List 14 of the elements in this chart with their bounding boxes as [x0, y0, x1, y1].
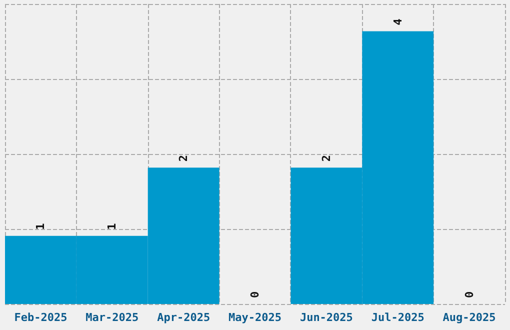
x-tick-label: Mar-2025 — [86, 311, 139, 324]
x-tick-label: May-2025 — [228, 311, 282, 324]
data-label: 4 — [391, 18, 404, 26]
data-label: 2 — [177, 155, 190, 162]
data-label: 1 — [106, 222, 119, 230]
x-tick-label: Jul-2025 — [371, 311, 424, 324]
data-label: 2 — [320, 155, 333, 162]
data-label: 1 — [34, 222, 48, 230]
data-label: 0 — [462, 291, 476, 298]
data-label: 0 — [248, 291, 262, 298]
x-tick-label: Aug-2025 — [442, 311, 496, 324]
x-tick-label: Jun-2025 — [300, 311, 353, 324]
x-tick-label: Apr-2025 — [157, 311, 210, 324]
x-tick-label: Feb-2025 — [14, 311, 68, 324]
